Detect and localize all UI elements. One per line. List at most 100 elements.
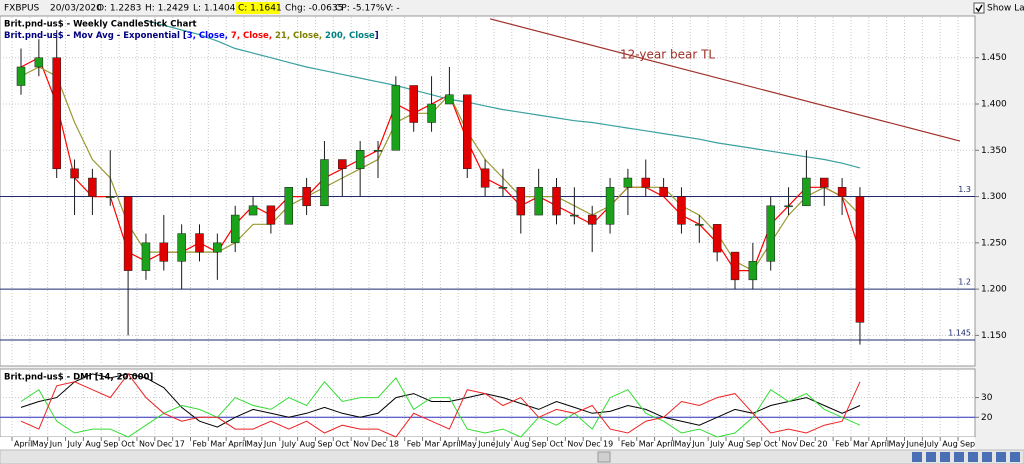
low: L: 1.1404 (193, 4, 236, 14)
candle-body (302, 187, 311, 207)
x-tick-label: Mar (425, 440, 441, 449)
nav-button[interactable] (968, 452, 978, 462)
x-tick-label: April (228, 440, 246, 449)
x-tick-label: Oct (335, 440, 349, 449)
level-label: 1.145 (948, 329, 971, 338)
candle-body (284, 187, 293, 225)
candle-body (623, 177, 633, 188)
scrollbar (0, 449, 1024, 464)
x-tick-label: Mar (853, 440, 869, 449)
indicator-line (20, 377, 861, 438)
x-tick-label: Aug (514, 440, 530, 449)
nav-button[interactable] (912, 452, 922, 462)
x-tick-label: May (674, 440, 691, 449)
show-last-label[interactable]: Show Last (987, 4, 1024, 14)
candle-body (213, 242, 222, 253)
y-tick-label: 1.250 (981, 238, 1007, 248)
close-highlight (236, 2, 280, 14)
candle-body (34, 57, 44, 68)
x-tick-label: Dec (799, 440, 814, 449)
candle-body (552, 187, 561, 216)
x-tick-label: Dec (371, 440, 386, 449)
x-tick-label: Aug (300, 440, 316, 449)
candle-body (177, 233, 186, 262)
candle-body (534, 187, 543, 216)
x-tick-label: Aug (942, 440, 958, 449)
trendline-label: 12-year bear TL (620, 48, 715, 62)
y-tick-label: 1.300 (981, 192, 1007, 202)
candle-body (373, 150, 383, 152)
legend-entry: 21, Close, (275, 31, 325, 41)
show-last-checkbox[interactable] (973, 2, 985, 14)
candle-body (427, 103, 436, 123)
candle-body (784, 205, 793, 208)
scroll-thumb[interactable] (597, 451, 611, 463)
candle-body (195, 233, 204, 253)
x-tick-label: Dec (157, 440, 172, 449)
plot-layer: April May Jun July Aug Sep Oct Nov Dec 17 Feb Mar Ap… (0, 17, 1007, 449)
candle-body (70, 168, 79, 179)
volume: V: - (385, 4, 400, 14)
legend-entry: 3, Close, (187, 31, 231, 41)
nav-button[interactable] (1010, 452, 1020, 462)
candle-body (730, 251, 740, 281)
y-tick-label: 1.350 (981, 146, 1007, 156)
price-panel (0, 15, 976, 367)
candle-body (480, 168, 490, 188)
y-tick-label: 30 (981, 393, 993, 403)
y-tick-label: 1.200 (981, 285, 1007, 295)
candle-body (570, 214, 579, 217)
x-tick-label: Oct (121, 440, 135, 449)
candle-body (695, 224, 704, 226)
level-label: 1.2 (958, 278, 971, 287)
x-tick-label: July (923, 440, 939, 449)
x-tick-label: Jun (691, 440, 705, 449)
legend-entry: ] (375, 31, 379, 41)
candle-body (498, 187, 508, 189)
y-tick-label: 1.150 (981, 331, 1007, 341)
nav-button[interactable] (982, 452, 992, 462)
nav-button[interactable] (940, 452, 950, 462)
symbol: FXBPUS (4, 4, 40, 14)
x-tick-label: Dec (585, 440, 600, 449)
candle-body (659, 187, 668, 197)
candle-body (587, 214, 597, 225)
nav-button[interactable] (954, 452, 964, 462)
candle-body (409, 85, 418, 123)
nav-buttons (912, 452, 1020, 462)
x-tick-label: June (906, 440, 925, 449)
candle-body (766, 205, 775, 262)
x-tick-label: May (246, 440, 263, 449)
x-tick-label: Aug (728, 440, 744, 449)
x-tick-label: Sep (317, 440, 332, 449)
candle-body (159, 242, 169, 262)
candle-body (16, 66, 26, 86)
x-tick-label: April (657, 440, 675, 449)
nav-button[interactable] (996, 452, 1006, 462)
x-tick-label: Jun (49, 440, 63, 449)
x-tick-label: Sep (960, 440, 975, 449)
candle-body (248, 205, 258, 216)
checkmark (975, 4, 983, 13)
x-tick-label: 18 (389, 440, 399, 449)
indicator-title: Brit.pnd-us$ - DMI [14, 20.000] (4, 373, 153, 383)
candle-body (748, 261, 758, 281)
x-tick-label: Nov (782, 440, 798, 449)
y-tick-label: 1.450 (981, 53, 1007, 63)
x-tick-label: 20 (817, 440, 827, 449)
x-tick-label: Aug (85, 440, 101, 449)
x-tick-label: Nov (139, 440, 155, 449)
x-tick-label: May (32, 440, 49, 449)
high: H: 1.2429 (145, 4, 189, 14)
candle-body (52, 57, 61, 170)
x-tick-label: Sep (532, 440, 547, 449)
y-tick-label: 1.400 (981, 100, 1007, 110)
x-tick-label: April (14, 440, 32, 449)
nav-button[interactable] (926, 452, 936, 462)
indicator-line (20, 373, 861, 438)
candle-body (445, 94, 454, 105)
candle-body (463, 94, 472, 170)
close: C: 1.1641 (238, 4, 282, 14)
x-tick-label: July (709, 440, 725, 449)
